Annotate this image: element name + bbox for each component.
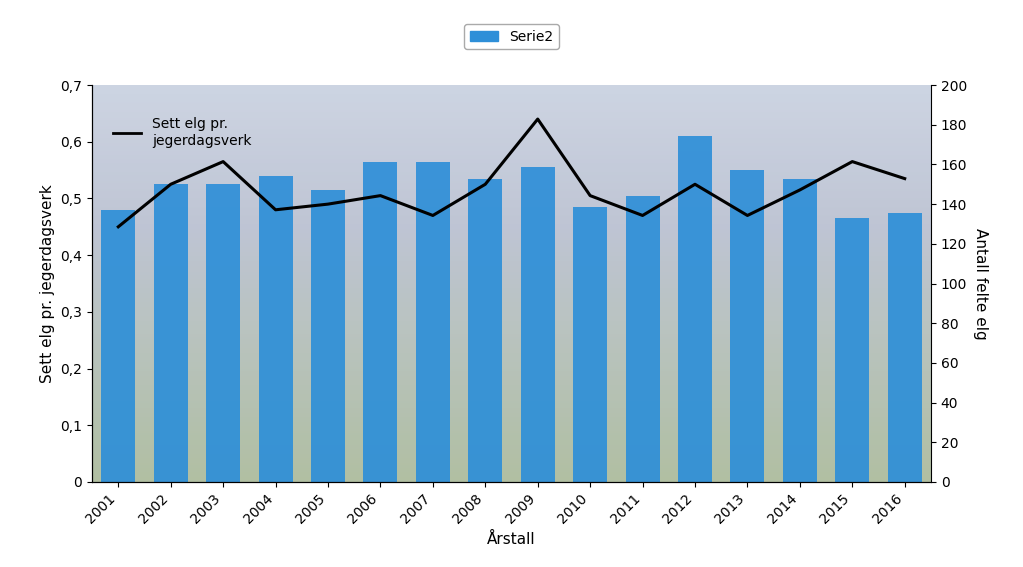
Bar — [363, 162, 398, 482]
Bar — [625, 196, 660, 482]
Bar — [415, 162, 450, 482]
Bar — [888, 213, 922, 482]
Bar — [521, 167, 554, 482]
Y-axis label: Sett elg pr. jegerdagsverk: Sett elg pr. jegerdagsverk — [40, 184, 55, 383]
Bar — [678, 136, 712, 482]
Legend: Sett elg pr.
jegerdagsverk: Sett elg pr. jegerdagsverk — [107, 112, 257, 153]
Bar — [469, 179, 502, 482]
Y-axis label: Antall felte elg: Antall felte elg — [973, 227, 988, 340]
X-axis label: Årstall: Årstall — [487, 532, 536, 547]
Bar — [835, 218, 870, 482]
Bar — [783, 179, 817, 482]
Bar — [206, 184, 240, 482]
Bar — [730, 170, 764, 482]
Bar — [153, 184, 188, 482]
Legend: Serie2: Serie2 — [464, 24, 559, 49]
Bar — [259, 176, 293, 482]
Bar — [101, 210, 135, 482]
Bar — [573, 207, 608, 482]
Bar — [311, 190, 345, 482]
